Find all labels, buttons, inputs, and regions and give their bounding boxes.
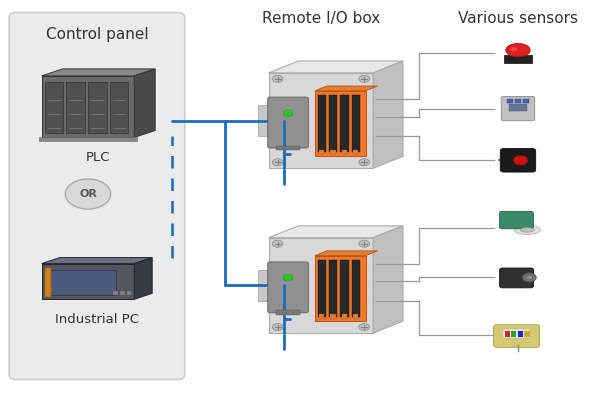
FancyBboxPatch shape [9, 12, 185, 380]
Bar [113, 290, 118, 295]
Circle shape [359, 75, 370, 82]
FancyBboxPatch shape [500, 148, 536, 172]
Bar [318, 95, 326, 152]
Polygon shape [315, 86, 377, 91]
Bar [509, 104, 527, 110]
Polygon shape [67, 82, 85, 134]
Circle shape [359, 324, 370, 331]
Circle shape [272, 159, 283, 166]
Bar [276, 310, 300, 315]
Text: Industrial PC: Industrial PC [55, 313, 139, 326]
Text: OR: OR [79, 189, 97, 199]
Bar [352, 95, 360, 152]
Bar [503, 329, 530, 338]
Text: Remote I/O box: Remote I/O box [262, 11, 380, 26]
Ellipse shape [510, 47, 517, 51]
FancyBboxPatch shape [268, 97, 308, 148]
Ellipse shape [506, 44, 530, 57]
Bar [353, 314, 358, 319]
FancyBboxPatch shape [500, 268, 533, 288]
Bar [518, 331, 523, 337]
Bar [524, 331, 530, 337]
Bar [258, 105, 269, 136]
Bar [319, 314, 325, 319]
Bar [331, 150, 335, 154]
Text: Various sensors: Various sensors [458, 11, 578, 26]
Circle shape [522, 273, 536, 282]
Bar [39, 137, 137, 141]
FancyBboxPatch shape [501, 96, 535, 121]
Bar [340, 95, 349, 152]
Bar [340, 260, 349, 317]
Ellipse shape [514, 225, 541, 234]
Text: PLC: PLC [86, 151, 110, 164]
Bar [329, 95, 337, 152]
Bar [506, 99, 513, 103]
Bar [315, 91, 365, 156]
Circle shape [272, 240, 283, 247]
Bar [120, 290, 125, 295]
Circle shape [283, 110, 293, 116]
Polygon shape [42, 76, 134, 138]
Polygon shape [269, 61, 403, 73]
Bar [44, 268, 50, 297]
Circle shape [272, 324, 283, 331]
Bar [503, 55, 532, 62]
Bar [127, 290, 131, 295]
Polygon shape [269, 238, 373, 333]
Polygon shape [373, 61, 403, 168]
Bar [341, 150, 347, 154]
Circle shape [283, 275, 293, 281]
Circle shape [65, 179, 110, 209]
Polygon shape [110, 82, 128, 134]
Polygon shape [88, 82, 107, 134]
Circle shape [272, 75, 283, 82]
Bar [329, 260, 337, 317]
Bar [276, 146, 300, 150]
Bar [511, 331, 517, 337]
Polygon shape [269, 73, 373, 168]
Bar [318, 260, 326, 317]
Bar [331, 314, 335, 319]
Ellipse shape [520, 228, 534, 232]
Bar [523, 99, 529, 103]
Polygon shape [269, 226, 403, 238]
Polygon shape [42, 69, 155, 76]
Polygon shape [44, 82, 64, 134]
Bar [319, 150, 325, 154]
Bar [315, 256, 365, 321]
Polygon shape [134, 258, 152, 299]
Bar [341, 314, 347, 319]
FancyBboxPatch shape [268, 262, 308, 313]
Bar [505, 331, 510, 337]
FancyBboxPatch shape [499, 211, 533, 229]
FancyBboxPatch shape [493, 325, 539, 347]
Polygon shape [373, 226, 403, 333]
Circle shape [359, 240, 370, 247]
Bar [258, 270, 269, 301]
Polygon shape [42, 258, 152, 264]
Bar [352, 260, 360, 317]
Polygon shape [315, 251, 377, 256]
Polygon shape [134, 69, 155, 138]
Bar [47, 270, 116, 295]
Bar [353, 150, 358, 154]
Circle shape [514, 156, 528, 165]
Circle shape [526, 275, 533, 280]
Polygon shape [42, 264, 134, 299]
Text: Control panel: Control panel [46, 27, 148, 42]
Circle shape [359, 159, 370, 166]
Bar [515, 99, 521, 103]
